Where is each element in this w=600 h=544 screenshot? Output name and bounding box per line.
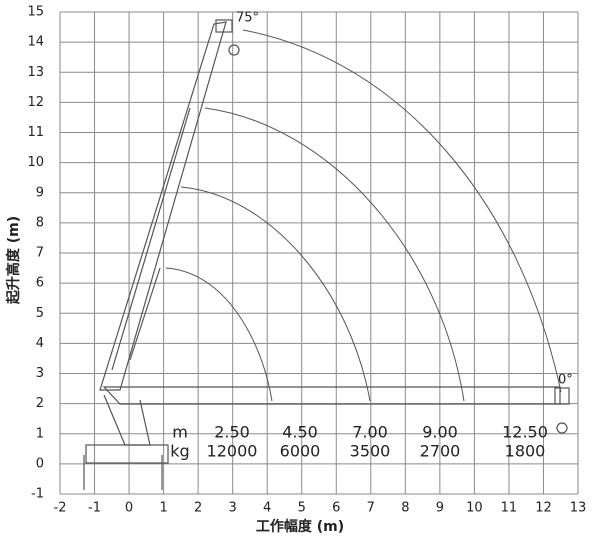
y-tick-label: 14 [27,35,44,50]
x-tick-label: 12 [535,501,552,516]
y-tick-label: 9 [36,185,44,200]
y-tick-label: 15 [27,5,44,20]
base [85,444,169,464]
x-tick-label: 2 [194,501,202,516]
table-cell: 2700 [420,442,461,461]
x-tick-label: 8 [401,501,409,516]
arc [204,107,465,402]
y-tick-label: 7 [36,246,44,261]
arc [180,186,371,402]
x-tick-label: 0 [125,501,133,516]
hook [228,44,240,56]
hook [556,422,568,434]
arc [242,29,562,393]
table-cell: 12.50 [502,423,548,442]
y-tick-label: 12 [27,95,44,110]
x-tick-label: 11 [501,501,518,516]
table-cell: 2.50 [214,423,250,442]
table-cell: 4.50 [282,423,318,442]
table-cell: 3500 [350,442,391,461]
x-tick-label: -2 [54,501,67,516]
x-tick-label: 4 [263,501,271,516]
table-cell: 7.00 [352,423,388,442]
y-tick-label: 3 [36,366,44,381]
table-cell: 6000 [280,442,321,461]
y-tick-label: 10 [27,155,44,170]
x-tick-label: 10 [466,501,483,516]
crane [83,19,570,490]
angle-label: 0° [558,373,573,388]
table-cell: 9.00 [422,423,458,442]
y-tick-label: 13 [27,65,44,80]
y-tick-label: 4 [36,336,44,351]
table-cell: 1800 [505,442,546,461]
y-tick-label: 0 [36,456,44,471]
outrigger [83,455,163,490]
boom-head [215,19,233,33]
y-tick-label: 11 [27,125,44,140]
x-tick-label: 7 [367,501,375,516]
angle-label: 75° [236,11,259,26]
x-tick-label: 5 [298,501,306,516]
y-tick-label: -1 [31,487,44,502]
column [103,394,151,446]
reach-arcs [165,29,562,402]
arc [165,267,273,402]
x-tick-label: 3 [229,501,237,516]
x-tick-label: 13 [570,501,587,516]
row-label: kg [170,442,189,461]
x-tick-label: 6 [332,501,340,516]
table-cell: 12000 [207,442,258,461]
boom-horizontal [102,386,561,405]
y-tick-label: 5 [36,306,44,321]
x-tick-label: 1 [159,501,167,516]
x-tick-label: -1 [88,501,101,516]
x-axis-title: 工作幅度 (m) [256,518,344,535]
x-tick-label: 9 [436,501,444,516]
grid [59,11,579,495]
y-tick-label: 2 [36,396,44,411]
y-tick-label: 8 [36,215,44,230]
row-label: m [172,423,188,442]
boom-raised [99,21,227,391]
boom-tip [554,387,570,405]
y-tick-label: 1 [36,426,44,441]
y-tick-label: 6 [36,276,44,291]
y-axis-title: 起升高度 (m) [5,216,22,305]
boom-section [111,107,191,371]
